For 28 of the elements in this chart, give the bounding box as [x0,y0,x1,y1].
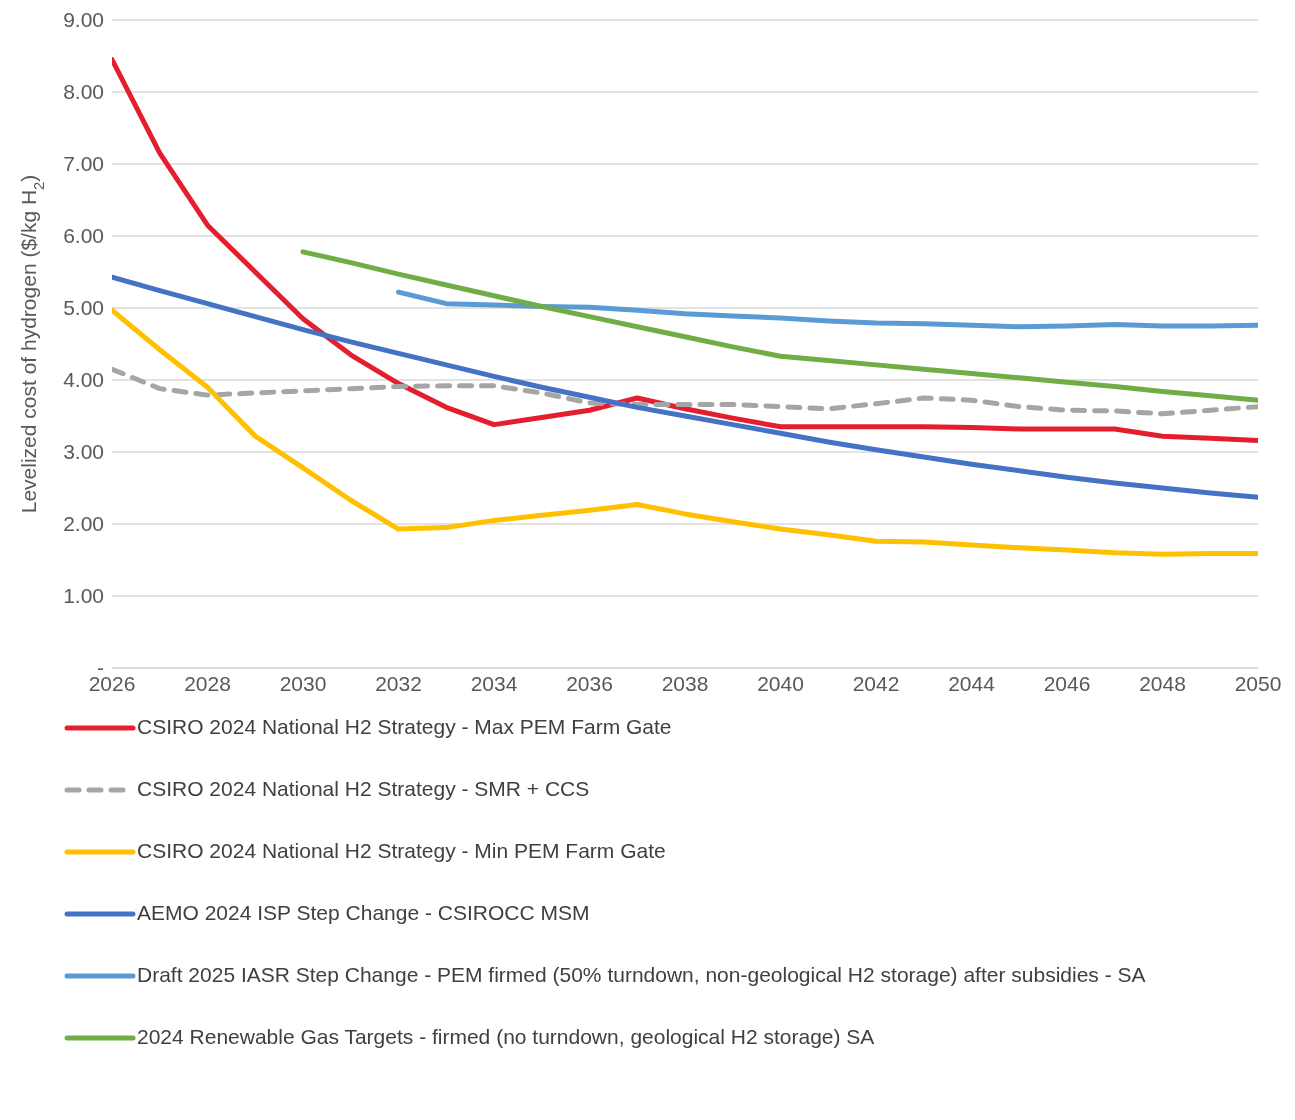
x-tick-label: 2048 [1139,671,1186,695]
x-tick-label: 2028 [184,671,231,695]
legend-label: CSIRO 2024 National H2 Strategy - Min PEM Farm Gate [137,839,666,862]
x-tick-label: 2050 [1234,671,1282,695]
y-tick-label: 8.00 [63,80,104,104]
legend-label: 2024 Renewable Gas Targets - firmed (no turndown, geological H2 storage) SA [137,1025,875,1048]
y-tick-label: 4.00 [63,368,104,392]
x-tick-label: 2030 [279,671,327,695]
y-tick-label: 9.00 [63,8,104,32]
legend-label: Draft 2025 IASR Step Change - PEM firmed (50% turndown, non-geological H2 storage) after subsidies - SA [137,963,1146,986]
y-tick-label: 2.00 [63,512,104,536]
legend-label: CSIRO 2024 National H2 Strategy - Max PEM Farm Gate [137,715,672,738]
y-tick-label: 1.00 [63,584,104,608]
y-tick-label: 7.00 [63,152,104,176]
x-tick-label: 2038 [661,671,709,695]
x-tick-label: 2034 [470,671,518,695]
y-tick-label: 6.00 [63,224,104,248]
y-tick-label: 3.00 [63,440,104,464]
x-tick-label: 2044 [948,671,996,695]
x-tick-label: 2032 [375,671,422,695]
x-tick-label: 2026 [88,671,136,695]
x-tick-label: 2042 [852,671,900,695]
legend-label: CSIRO 2024 National H2 Strategy - SMR + CCS [137,777,590,800]
x-tick-label: 2046 [1043,671,1091,695]
x-tick-label: 2040 [757,671,804,695]
x-tick-label: 2036 [566,671,613,695]
y-tick-label: 5.00 [63,296,104,320]
legend-label: AEMO 2024 ISP Step Change - CSIROCC MSM [137,901,590,924]
